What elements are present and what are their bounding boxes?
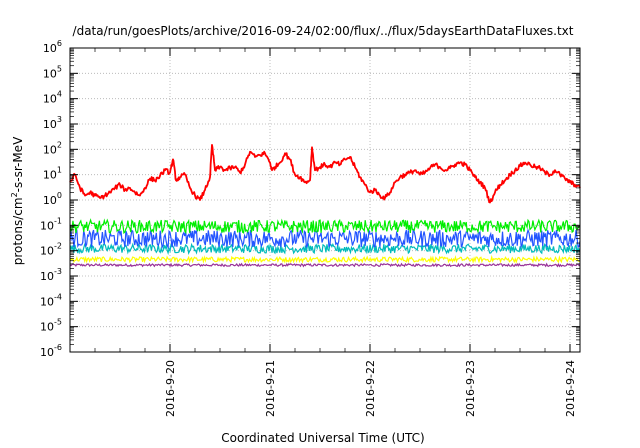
y-axis-label-suffix: -s-sr-MeV (11, 136, 25, 192)
x-tick-label: 2016-9-23 (464, 360, 477, 417)
y-tick-label: 101 (43, 166, 62, 182)
data-series-line (69, 218, 581, 235)
data-series-line (69, 227, 581, 250)
x-tick-label: 2016-9-20 (164, 360, 177, 417)
y-tick-label: 102 (43, 140, 62, 156)
y-tick-label: 10-4 (40, 292, 62, 308)
y-tick-label: 105 (43, 64, 62, 80)
y-tick-label: 104 (43, 90, 62, 106)
y-tick-label: 106 (43, 39, 62, 55)
chart-title: /data/run/goesPlots/archive/2016-09-24/0… (73, 24, 574, 38)
x-tick-label: 2016-9-24 (564, 360, 577, 417)
y-tick-label: 10-6 (40, 343, 62, 359)
y-tick-label: 10-3 (40, 267, 62, 283)
data-series-line-primary (69, 143, 581, 204)
y-tick-label: 10-2 (40, 242, 62, 258)
grid-layer (70, 48, 580, 352)
y-tick-label: 10-1 (40, 216, 62, 232)
y-tick-label: 103 (43, 115, 62, 131)
y-tick-label: 10-5 (40, 318, 62, 334)
y-axis-label-sup: 2 (10, 192, 19, 197)
x-tick-label: 2016-9-21 (264, 360, 277, 417)
y-tick-label: 100 (43, 191, 62, 207)
data-series-line (69, 262, 581, 268)
data-series-line (69, 242, 581, 256)
axis-layer: 10-6 10-5 10-4 10-3 10-2 10-1 100 101 102 103 104 1… (40, 39, 581, 417)
series-layer (69, 143, 581, 268)
y-axis-label-prefix: protons/cm (11, 197, 25, 265)
x-tick-label: 2016-9-22 (364, 360, 377, 417)
data-series-line (69, 254, 581, 264)
y-axis-label: protons/cm2-s-sr-MeV (10, 136, 25, 265)
x-axis-label: Coordinated Universal Time (UTC) (221, 431, 424, 445)
plot-frame (69, 47, 581, 353)
